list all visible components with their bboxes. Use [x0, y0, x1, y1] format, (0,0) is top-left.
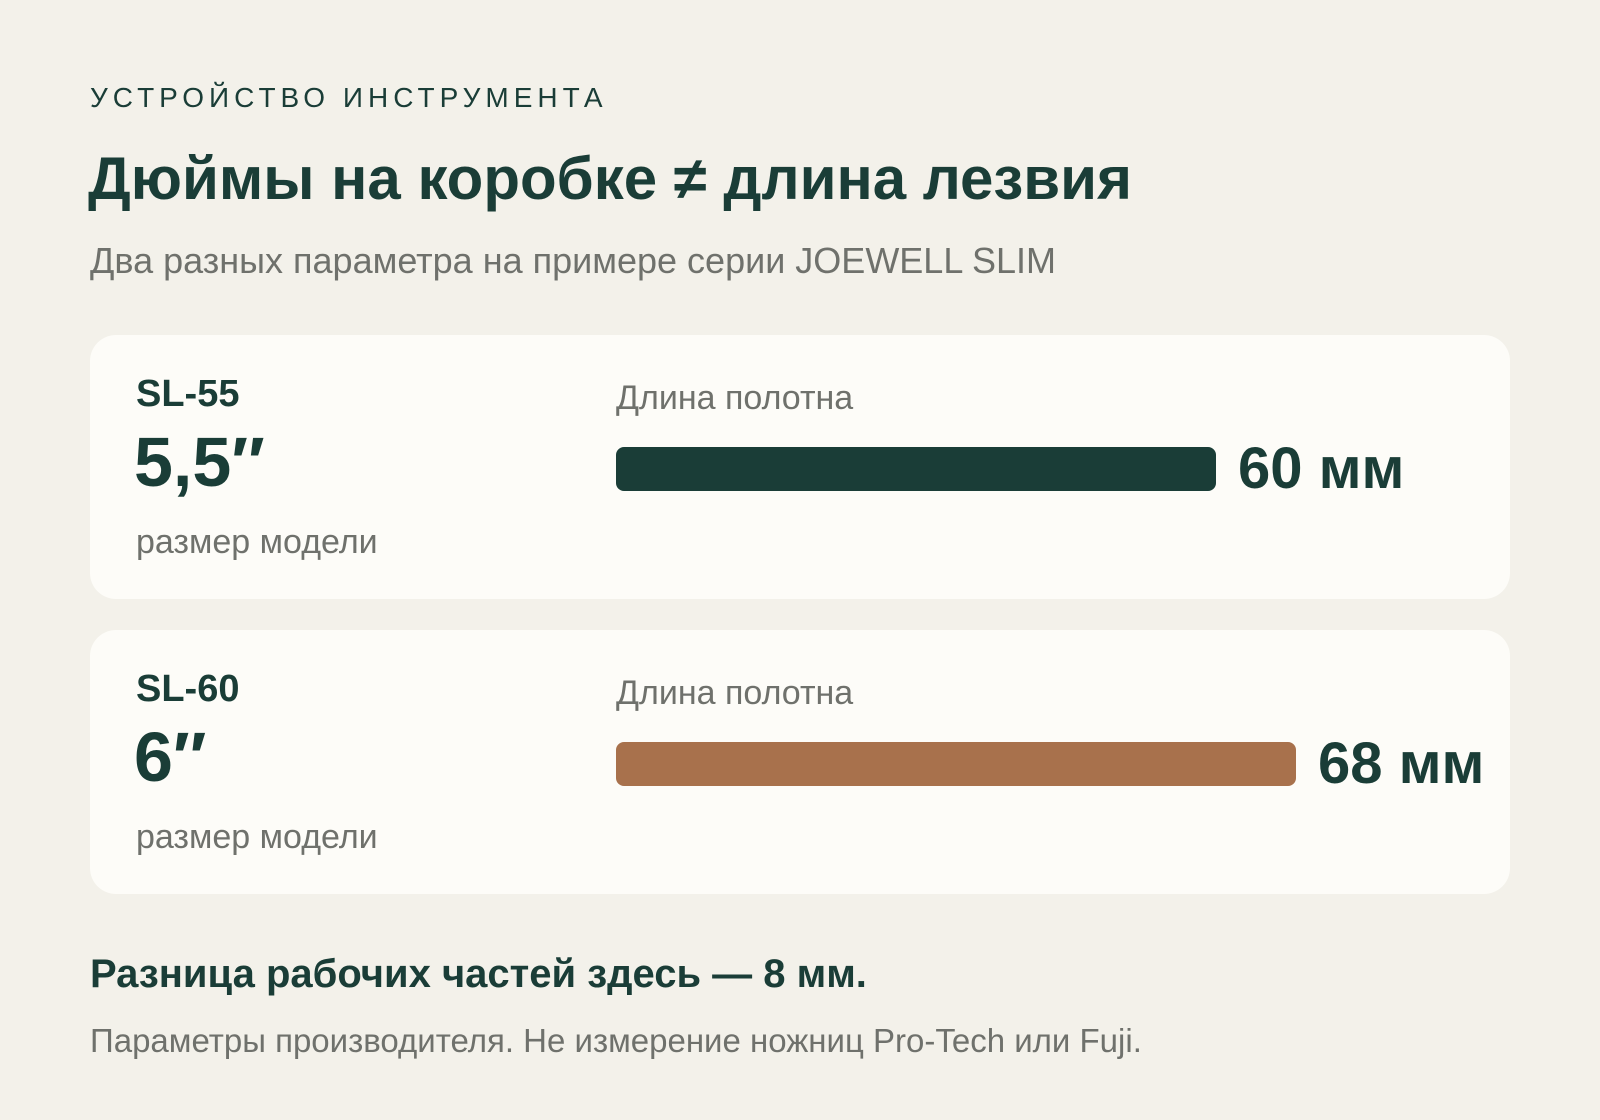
model-size-caption: размер модели [136, 818, 378, 856]
bar-track: 60 мм [616, 437, 1506, 500]
source-footnote: Параметры производителя. Не измерение но… [90, 1022, 1142, 1059]
blade-length-value-sl55: 60 мм [1238, 436, 1405, 501]
blade-length-bar-sl60 [616, 742, 1296, 786]
model-name: SL-60 [136, 668, 240, 710]
blade-length-label: Длина полотна [616, 379, 854, 417]
model-size-value: 6″ [134, 718, 207, 796]
model-name: SL-55 [136, 373, 240, 415]
model-size-value: 5,5″ [134, 423, 265, 501]
blade-length-label: Длина полотна [616, 674, 854, 712]
page-title: Дюймы на коробке ≠ длина лезвия [88, 145, 1133, 212]
model-card-sl55: SL-55 5,5″ размер модели Длина полотна 6… [90, 335, 1510, 599]
difference-note: Разница рабочих частей здесь — 8 мм. [90, 952, 867, 996]
model-size-caption: размер модели [136, 523, 378, 561]
bar-track: 68 мм [616, 732, 1506, 795]
page-subtitle: Два разных параметра на примере серии JO… [90, 240, 1057, 281]
model-card-sl60: SL-60 6″ размер модели Длина полотна 68 … [90, 630, 1510, 894]
blade-length-bar-sl55 [616, 447, 1216, 491]
eyebrow-label: УСТРОЙСТВО ИНСТРУМЕНТА [90, 82, 608, 113]
blade-length-value-sl60: 68 мм [1318, 731, 1485, 796]
